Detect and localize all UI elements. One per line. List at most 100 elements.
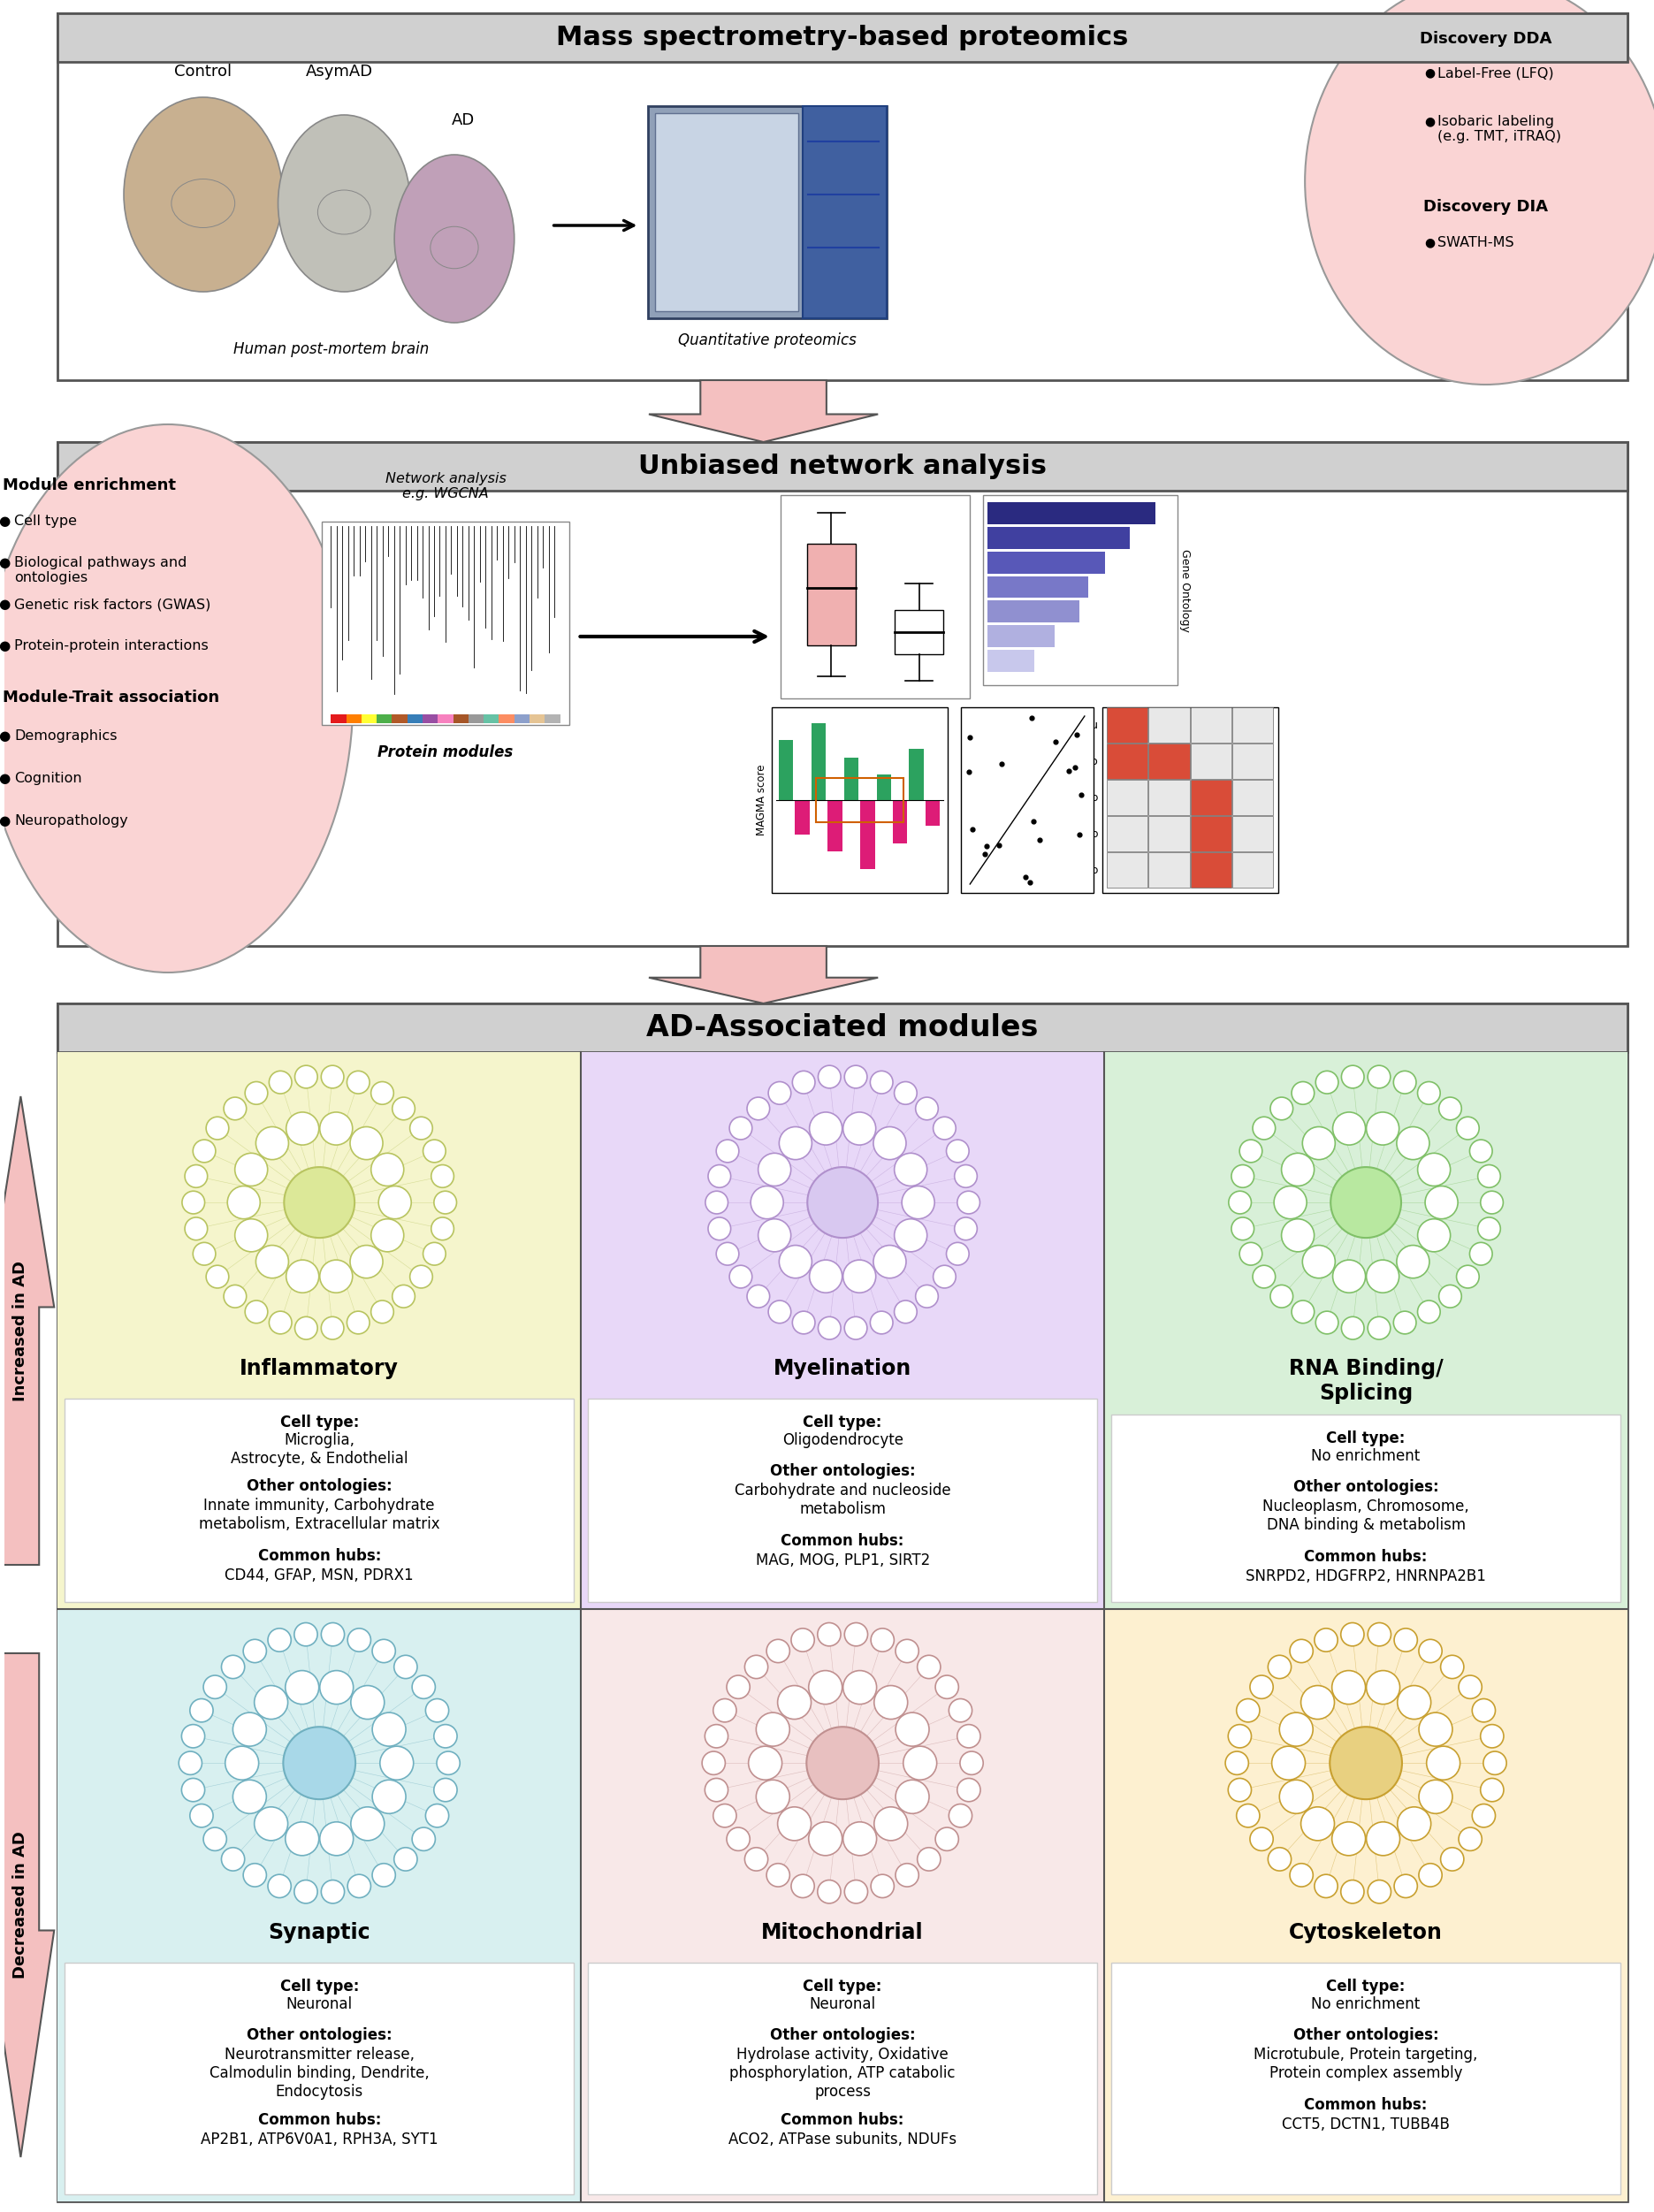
Circle shape [1439,1097,1462,1119]
Circle shape [936,1674,959,1699]
Bar [581,1053,1105,1608]
Bar [877,774,892,801]
Circle shape [1331,1823,1366,1856]
Ellipse shape [1305,0,1654,385]
Circle shape [1292,1301,1315,1323]
Circle shape [1368,1066,1391,1088]
Circle shape [425,1805,448,1827]
Text: Micro: Micro [1068,757,1098,768]
Circle shape [749,1745,782,1781]
Point [1027,823,1054,858]
Circle shape [372,1712,405,1745]
Circle shape [758,1152,791,1186]
Bar [331,714,346,723]
Circle shape [726,1827,749,1851]
Circle shape [716,1139,739,1164]
Circle shape [1331,1168,1401,1239]
Circle shape [744,1847,767,1871]
Bar [581,1608,1105,2201]
Bar [910,748,923,801]
Bar [392,714,407,723]
Circle shape [294,1624,318,1646]
Circle shape [394,1847,417,1871]
Circle shape [1237,1805,1260,1827]
Point [973,830,999,865]
Bar [1148,816,1189,852]
Text: ●: ● [0,639,10,653]
Bar [926,801,939,825]
Text: ●: ● [1424,115,1434,128]
Circle shape [294,1066,318,1088]
Circle shape [351,1245,382,1279]
Bar [987,526,1130,549]
Circle shape [1290,1863,1313,1887]
Bar [1191,743,1231,779]
Circle shape [347,1312,369,1334]
Bar [589,1962,1097,2194]
Circle shape [1315,1312,1338,1334]
Bar [323,522,569,726]
Text: Control: Control [174,64,232,80]
Bar [407,714,423,723]
Text: CD44, GFAP, MSN, PDRX1: CD44, GFAP, MSN, PDRX1 [225,1568,414,1584]
Text: CCT5, DCTN1, TUBB4B: CCT5, DCTN1, TUBB4B [1282,2117,1451,2132]
Circle shape [918,1655,941,1679]
Text: Module-Trait association: Module-Trait association [3,690,220,706]
Bar [987,502,1154,524]
Circle shape [1394,1628,1417,1652]
Circle shape [1394,1874,1417,1898]
Bar [987,575,1088,597]
Bar [377,714,392,723]
Point [1019,701,1045,737]
Circle shape [372,1639,395,1663]
Text: Microglia,
Astrocyte, & Endothelial: Microglia, Astrocyte, & Endothelial [230,1433,409,1467]
Circle shape [1426,1186,1457,1219]
Bar [58,1004,1628,1053]
Circle shape [729,1265,753,1287]
Circle shape [916,1097,938,1119]
Circle shape [347,1874,370,1898]
Circle shape [437,1752,460,1774]
Circle shape [916,1285,938,1307]
Text: RNA Binding/
Splicing: RNA Binding/ Splicing [1288,1358,1444,1405]
Circle shape [223,1285,246,1307]
Circle shape [370,1301,394,1323]
Circle shape [1315,1628,1338,1652]
Circle shape [1419,1781,1452,1814]
Text: Decreased in AD: Decreased in AD [13,1832,28,1980]
Circle shape [895,1152,928,1186]
Circle shape [1302,1245,1335,1279]
Text: Common hubs:: Common hubs: [781,2112,905,2128]
Text: Astro: Astro [1070,792,1098,803]
Circle shape [705,1725,728,1747]
Text: AsymAD: AsymAD [306,64,374,80]
Polygon shape [648,947,878,1004]
Circle shape [321,1624,344,1646]
Circle shape [1368,1624,1391,1646]
Circle shape [370,1219,404,1252]
Circle shape [268,1874,291,1898]
Bar [1191,708,1231,743]
Bar [1105,1608,1628,2201]
Circle shape [433,1725,457,1747]
Circle shape [347,1628,370,1652]
Text: Other ontologies:: Other ontologies: [246,2028,392,2044]
Text: ●: ● [0,515,10,529]
Circle shape [1250,1827,1274,1851]
Text: Module enrichment: Module enrichment [3,478,177,493]
Circle shape [708,1217,731,1241]
Circle shape [758,1219,791,1252]
Circle shape [1341,1066,1365,1088]
Bar [655,113,799,312]
Text: Carbohydrate and nucleoside
metabolism: Carbohydrate and nucleoside metabolism [734,1482,951,1517]
Polygon shape [648,380,878,442]
Text: ●: ● [0,597,10,611]
Text: Other ontologies:: Other ontologies: [769,2028,915,2044]
Circle shape [713,1699,736,1723]
Circle shape [1315,1071,1338,1093]
Text: Other ontologies:: Other ontologies: [246,1478,392,1495]
Circle shape [1366,1823,1399,1856]
Bar [796,801,809,834]
Point [1055,752,1082,787]
Bar [961,708,1093,894]
